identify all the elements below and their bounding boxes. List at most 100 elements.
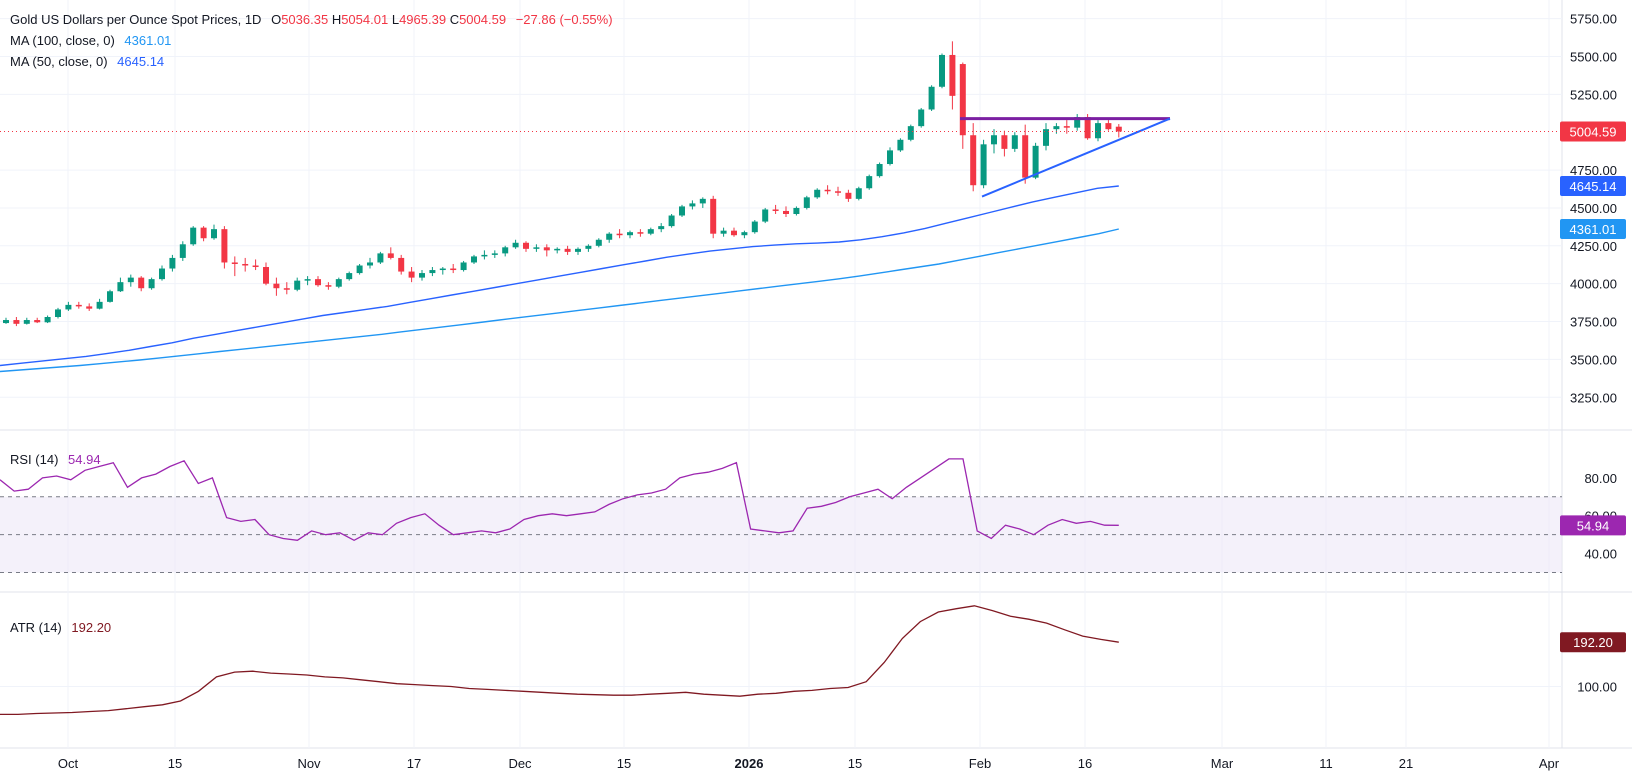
candle-body bbox=[720, 230, 727, 234]
candle-body bbox=[283, 288, 290, 290]
low-label: L bbox=[391, 12, 400, 27]
atr-tick-label: 100.00 bbox=[1577, 680, 1617, 695]
candle-body bbox=[897, 139, 904, 151]
candle-body bbox=[793, 207, 800, 214]
candle-body bbox=[543, 247, 550, 251]
candle-body bbox=[949, 54, 956, 96]
candle-body bbox=[1095, 123, 1101, 139]
candle-body bbox=[647, 229, 654, 234]
candle-body bbox=[824, 189, 831, 192]
time-tick-label: 21 bbox=[1399, 756, 1413, 771]
candle-body bbox=[294, 280, 301, 290]
atr-polyline bbox=[0, 605, 1119, 716]
candle-body bbox=[273, 283, 280, 289]
candle-body bbox=[346, 273, 353, 280]
candle-body bbox=[512, 242, 519, 248]
candle-body bbox=[200, 227, 207, 239]
atr-label: ATR (14) bbox=[10, 620, 62, 635]
candle-body bbox=[325, 285, 332, 287]
price-tick-label: 5500.00 bbox=[1570, 49, 1617, 64]
ma50-badge-bg bbox=[1560, 175, 1626, 196]
candle-body bbox=[491, 253, 498, 255]
candle-body bbox=[689, 203, 696, 207]
candle-body bbox=[866, 176, 873, 189]
candle-body bbox=[783, 210, 789, 214]
time-tick-label: 16 bbox=[1078, 756, 1092, 771]
ma50-label: MA (50, close, 0) bbox=[10, 54, 108, 69]
candle-body bbox=[814, 189, 821, 198]
candle-body bbox=[959, 64, 966, 136]
candle-body bbox=[231, 262, 238, 264]
candle-body bbox=[585, 245, 592, 249]
high-value: 5054.01 bbox=[341, 12, 389, 27]
time-tick-label: 15 bbox=[168, 756, 182, 771]
close-label: C bbox=[449, 12, 460, 27]
time-tick-label: 15 bbox=[848, 756, 862, 771]
ma100-badge: 4361.01 bbox=[1570, 222, 1617, 237]
candle-body bbox=[939, 54, 945, 87]
candle-body bbox=[731, 230, 737, 236]
atr-badge: 192.20 bbox=[1573, 635, 1613, 650]
candle-body bbox=[845, 192, 852, 199]
triangle-pattern bbox=[960, 117, 1171, 198]
candle-body bbox=[315, 279, 321, 286]
candle-body bbox=[741, 232, 748, 236]
chart-title: Gold US Dollars per Ounce Spot Prices, 1… bbox=[10, 12, 262, 27]
low-value: 4965.39 bbox=[399, 12, 447, 27]
candle-body bbox=[481, 254, 488, 257]
candle-body bbox=[179, 244, 186, 258]
candle-body bbox=[970, 135, 977, 186]
candle-body bbox=[65, 304, 72, 310]
candle-body bbox=[1084, 117, 1091, 139]
candle-body bbox=[242, 263, 249, 266]
time-tick-label: Feb bbox=[969, 756, 991, 771]
rsi-label: RSI (14) bbox=[10, 452, 59, 467]
candle-body bbox=[169, 257, 176, 269]
candle-body bbox=[408, 271, 415, 278]
ma50-badge: 4645.14 bbox=[1570, 179, 1617, 194]
price-tick-label: 4500.00 bbox=[1570, 201, 1617, 216]
price-tick-label: 3500.00 bbox=[1570, 352, 1617, 367]
candle-body bbox=[439, 268, 446, 271]
rsi-band bbox=[0, 496, 1562, 574]
candle-body bbox=[1053, 126, 1060, 130]
price-tick-label: 4250.00 bbox=[1570, 239, 1617, 254]
candle-body bbox=[148, 279, 155, 289]
candle-body bbox=[991, 135, 997, 145]
candle-body bbox=[252, 265, 259, 268]
time-tick-label: 11 bbox=[1319, 756, 1333, 771]
candle-body bbox=[1105, 123, 1112, 130]
price-badge: 5004.59 bbox=[1570, 125, 1617, 140]
candle-body bbox=[159, 268, 165, 280]
rsi-badge-bg bbox=[1560, 515, 1626, 536]
candle-body bbox=[502, 247, 509, 254]
candle-body bbox=[907, 126, 914, 140]
candle-body bbox=[335, 279, 342, 287]
candle-body bbox=[835, 191, 841, 193]
candle-body bbox=[575, 248, 581, 252]
candle-body bbox=[554, 248, 561, 251]
axes: 5750.00 5500.00 5250.00 4750.00 4500.00 4250.… bbox=[58, 12, 1617, 771]
candle-body bbox=[668, 215, 675, 227]
rsi-badge: 54.94 bbox=[1577, 518, 1610, 533]
atr-value: 192.20 bbox=[71, 620, 112, 635]
candle-body bbox=[107, 291, 113, 302]
candle-body bbox=[928, 86, 935, 110]
time-tick-label: 2026 bbox=[735, 756, 764, 771]
candle-body bbox=[595, 239, 602, 246]
candle-body bbox=[699, 198, 706, 204]
rsi-tick-label: 40.00 bbox=[1584, 547, 1617, 562]
rsi-series bbox=[0, 458, 1119, 542]
atr-badge-bg bbox=[1560, 632, 1626, 653]
candle-body bbox=[627, 232, 633, 236]
ma100-line bbox=[0, 228, 1119, 373]
candle-body bbox=[1001, 135, 1008, 149]
candle-body bbox=[190, 227, 197, 245]
time-tick-label: Dec bbox=[508, 756, 532, 771]
candle-body bbox=[34, 320, 41, 323]
high-label: H bbox=[331, 12, 342, 27]
atr-legend: ATR (14) 192.20 bbox=[10, 620, 111, 635]
ma100-value: 4361.01 bbox=[124, 33, 172, 48]
candle-body bbox=[803, 197, 810, 208]
